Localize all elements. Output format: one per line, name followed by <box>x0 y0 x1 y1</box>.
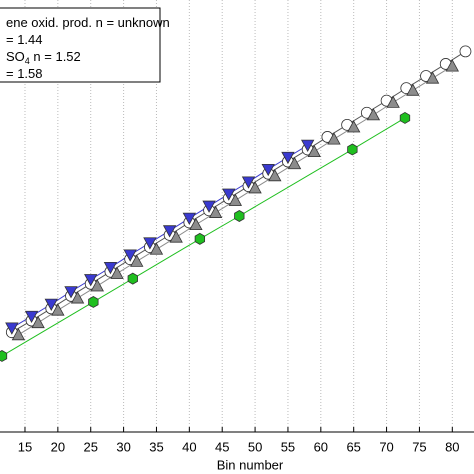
point <box>31 315 45 329</box>
x-tick-label: 15 <box>18 439 32 454</box>
point <box>110 266 124 279</box>
x-tick-label: 40 <box>182 439 196 454</box>
point <box>366 108 381 121</box>
point <box>88 296 99 308</box>
point <box>281 151 295 165</box>
point <box>149 242 164 255</box>
point <box>202 200 216 213</box>
point <box>143 237 157 250</box>
legend-entry: = 1.58 <box>6 66 43 81</box>
point <box>103 262 118 275</box>
point <box>287 156 302 170</box>
point <box>261 163 275 177</box>
point <box>169 230 183 243</box>
x-tick-label: 25 <box>83 439 97 454</box>
x-tick-label: 50 <box>248 439 262 454</box>
point <box>445 59 459 72</box>
point <box>268 168 282 182</box>
legend-entry: = 1.44 <box>6 32 43 47</box>
series-line <box>11 144 308 329</box>
point <box>64 286 78 299</box>
x-tick-label: 60 <box>314 439 328 454</box>
point <box>11 327 26 341</box>
point <box>0 350 8 362</box>
x-tick-label: 45 <box>215 439 229 454</box>
point <box>127 272 138 285</box>
point <box>44 298 58 311</box>
point <box>208 205 223 218</box>
legend-entry: SO4 n = 1.52 <box>6 49 81 66</box>
point <box>130 254 144 267</box>
point <box>70 291 85 304</box>
point <box>347 120 361 133</box>
point <box>459 45 472 58</box>
point <box>123 249 137 262</box>
point <box>307 144 321 158</box>
legend-entry: ene oxid. prod. n = unknown <box>6 15 170 30</box>
legend-text: = 1.44 <box>6 32 43 47</box>
point <box>399 111 411 124</box>
point <box>84 274 98 287</box>
point <box>248 181 262 194</box>
x-tick-label: 65 <box>346 439 360 454</box>
point <box>24 310 39 324</box>
point <box>425 71 440 84</box>
legend-text: = 1.58 <box>6 66 43 81</box>
legend-text: SO <box>6 49 25 64</box>
point <box>234 210 245 222</box>
series-line <box>11 50 466 333</box>
legend-box <box>0 7 161 83</box>
point <box>327 132 341 145</box>
legend-text: n = 1.52 <box>30 49 81 64</box>
point <box>386 95 400 108</box>
legend-subscript: 4 <box>25 56 30 66</box>
x-tick-label: 55 <box>281 439 295 454</box>
x-axis-label: Bin number <box>217 457 284 472</box>
point <box>300 139 315 152</box>
point <box>194 232 206 245</box>
x-tick-label: 20 <box>51 439 65 454</box>
x-tick-label: 70 <box>379 439 393 454</box>
point <box>5 322 19 335</box>
point <box>51 303 65 316</box>
x-tick-label: 75 <box>412 439 426 454</box>
point <box>162 225 177 238</box>
point <box>90 279 104 292</box>
x-tick-label: 35 <box>149 439 163 454</box>
point <box>347 143 358 156</box>
point <box>406 83 420 96</box>
point <box>182 212 197 225</box>
point <box>222 188 236 201</box>
point <box>241 176 256 189</box>
x-tick-label: 80 <box>445 439 459 454</box>
point <box>189 217 203 231</box>
legend-text: ene oxid. prod. n = unknown <box>6 15 170 30</box>
x-tick-label: 30 <box>116 439 130 454</box>
point <box>228 193 243 206</box>
